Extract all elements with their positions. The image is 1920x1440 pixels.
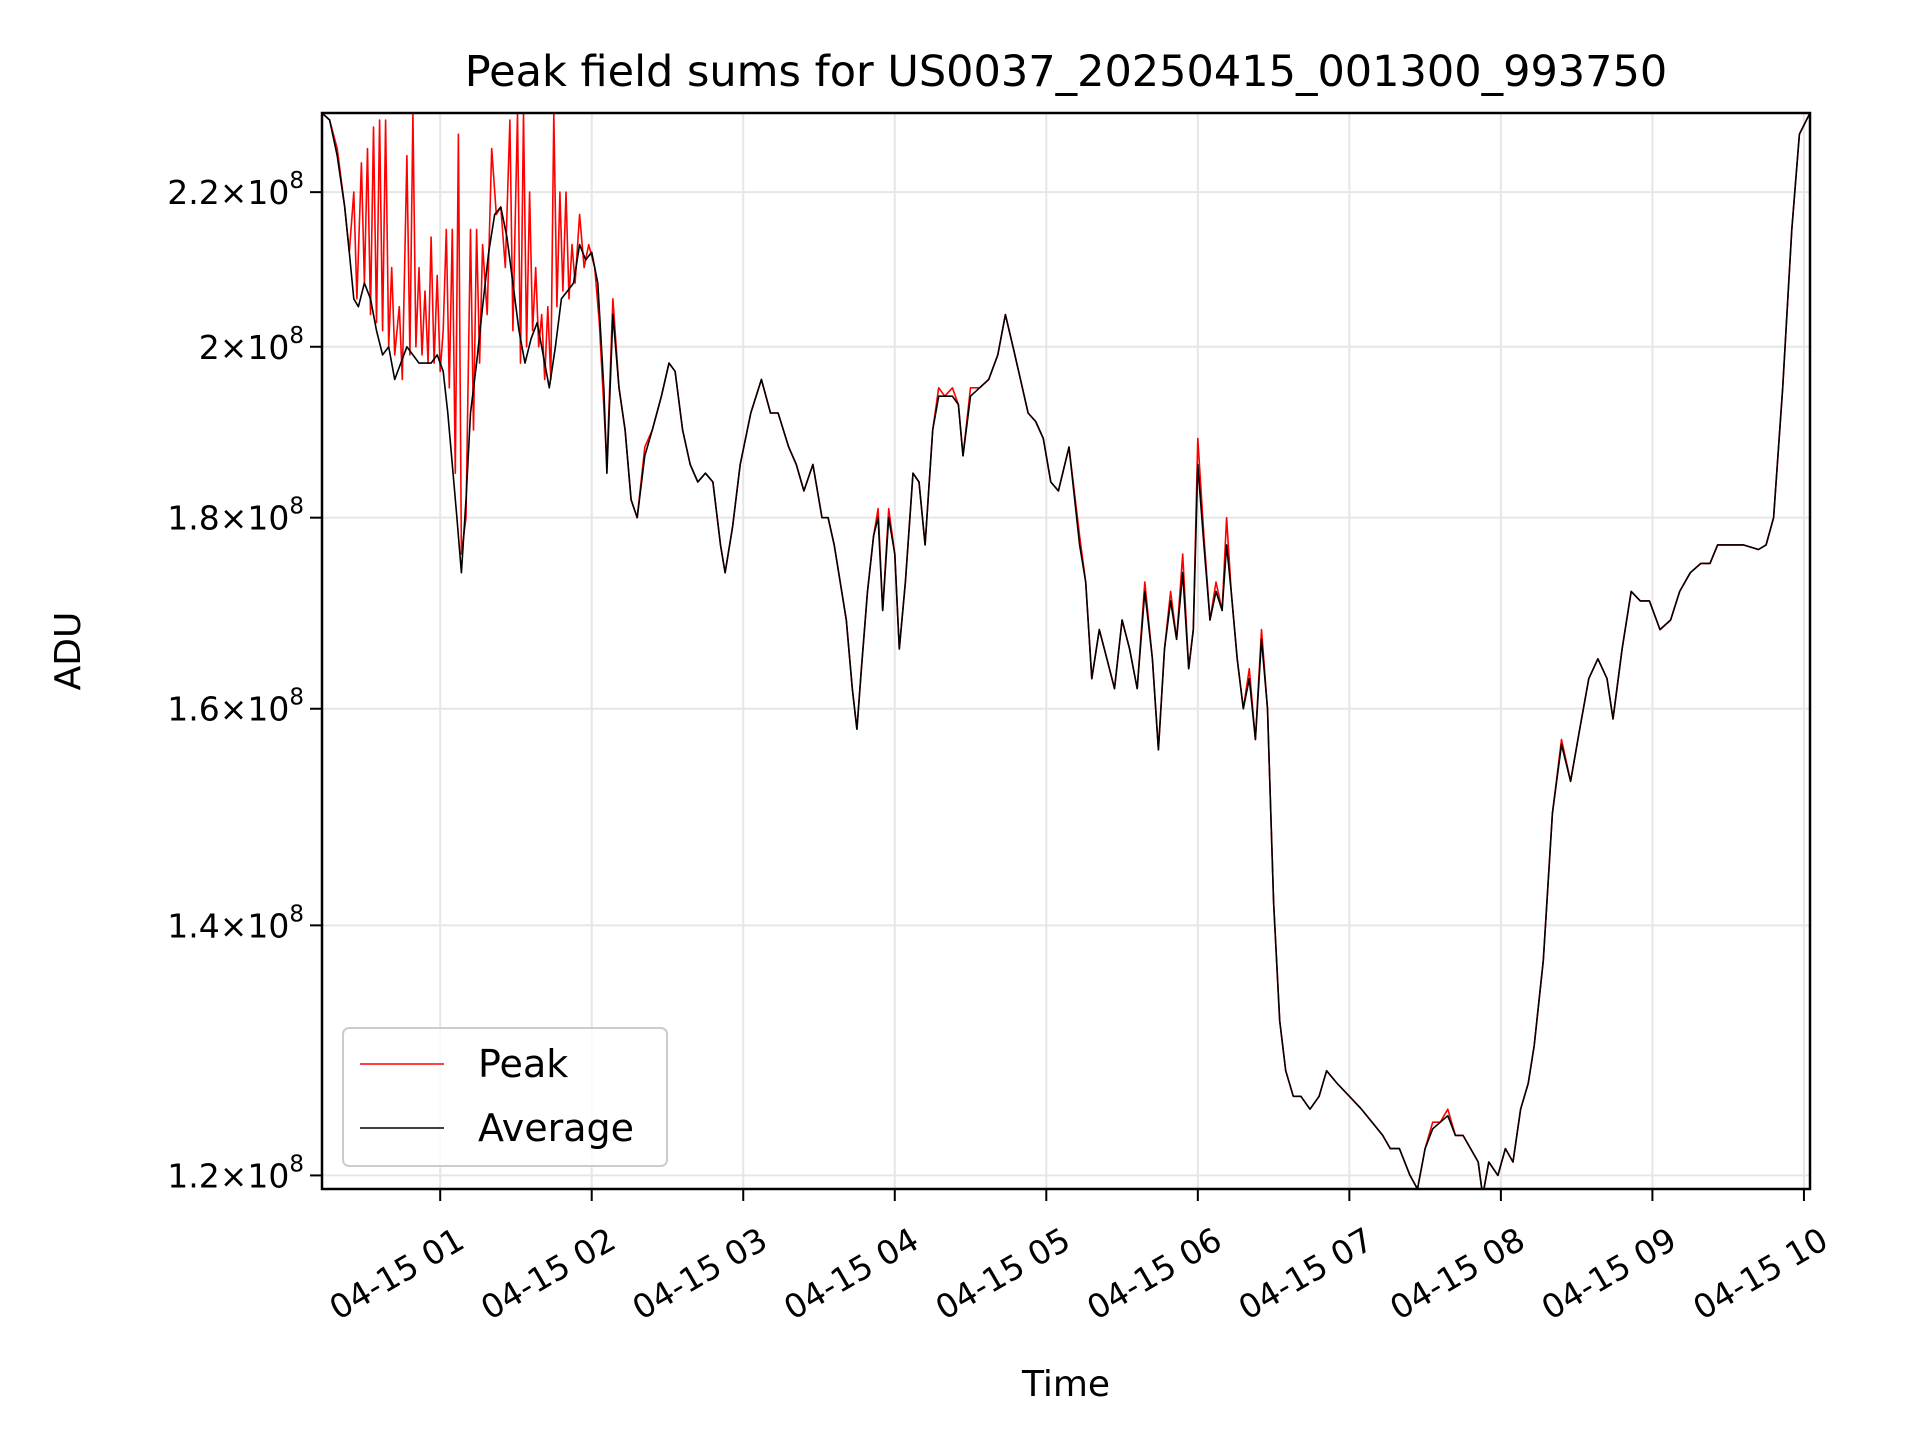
y-tick-times: ×10	[220, 1156, 290, 1195]
y-axis-label: ADU	[48, 612, 89, 691]
chart-title: Peak field sums for US0037_20250415_0013…	[465, 47, 1668, 97]
y-tick-mantissa: 1.8	[167, 499, 219, 538]
legend: Peak Average	[342, 1027, 668, 1167]
y-tick-times: ×10	[220, 690, 290, 729]
y-tick-times: ×10	[220, 173, 290, 212]
y-tick-mantissa: 1.6	[167, 690, 219, 729]
y-tick-label: 2.2×108	[167, 168, 304, 212]
y-tick-mantissa: 1.4	[167, 906, 219, 945]
y-tick-label: 1.4×108	[167, 901, 304, 945]
legend-label-peak: Peak	[478, 1042, 568, 1086]
series-lines	[322, 113, 1810, 1189]
plot-frame	[320, 111, 1812, 1191]
y-tick-mantissa: 1.2	[167, 1156, 219, 1195]
y-tick-exponent: 8	[289, 494, 304, 520]
y-tick-times: ×10	[220, 328, 290, 367]
y-tick-label: 1.6×108	[167, 685, 304, 729]
y-tick-exponent: 8	[289, 168, 304, 194]
y-tick-times: ×10	[220, 499, 290, 538]
y-tick-label: 2×108	[199, 323, 304, 367]
series-line-average	[322, 113, 1810, 1189]
y-tick-exponent: 8	[289, 685, 304, 711]
y-tick-mantissa: 2.2	[167, 173, 219, 212]
y-tick-exponent: 8	[289, 323, 304, 349]
y-tick-mantissa: 2	[199, 328, 220, 367]
y-tick-exponent: 8	[289, 901, 304, 927]
grid	[322, 113, 1810, 1189]
y-tick-times: ×10	[220, 906, 290, 945]
legend-box	[342, 1027, 668, 1167]
y-tick-exponent: 8	[289, 1151, 304, 1177]
x-axis-label: Time	[1021, 1364, 1110, 1405]
y-tick-label: 1.8×108	[167, 494, 304, 538]
y-tick-label: 1.2×108	[167, 1151, 304, 1195]
legend-label-average: Average	[478, 1106, 634, 1150]
